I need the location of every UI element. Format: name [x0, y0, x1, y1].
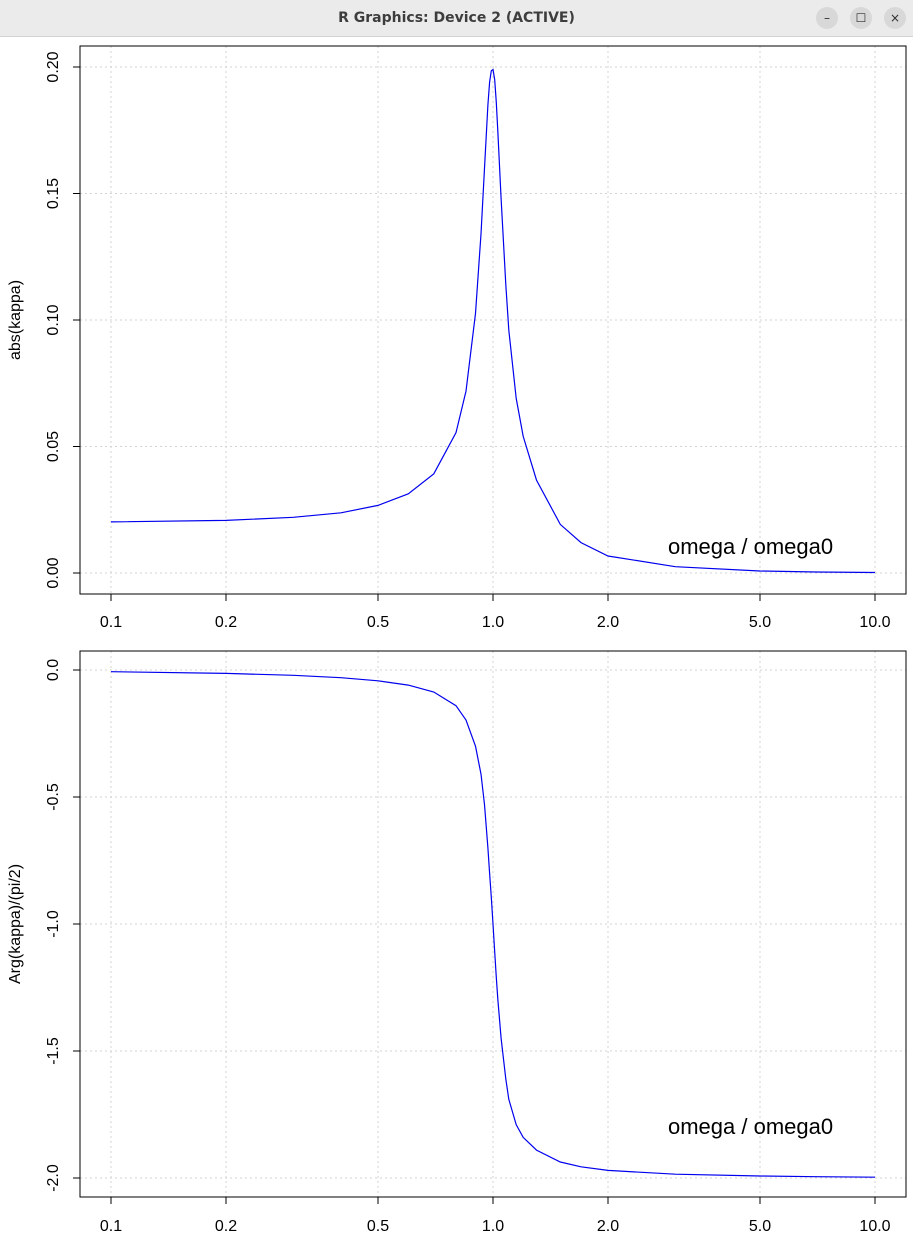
- panel2-x-tick-label: 0.5: [367, 1218, 389, 1235]
- panel2-x-tick-label: 0.2: [215, 1218, 237, 1235]
- panel2-x-tick-label: 2.0: [597, 1218, 619, 1235]
- title-bar[interactable]: R Graphics: Device 2 (ACTIVE) – ☐ ×: [0, 0, 913, 37]
- panel2-y-tick-label: -2.0: [45, 1164, 62, 1192]
- panel1-y-tick-label: 0.15: [45, 178, 62, 209]
- panel2-y-tick-label: 0.0: [45, 659, 62, 681]
- panel1-x-tick-label: 10.0: [859, 614, 890, 631]
- panel1-x-tick-label: 0.5: [367, 614, 389, 631]
- panel2-x-tick-label: 10.0: [859, 1218, 890, 1235]
- panel1-series-line: [110, 68, 876, 574]
- panel2-x-tick-label: 1.0: [482, 1218, 504, 1235]
- panel2-y-tick-label: -1.0: [45, 910, 62, 938]
- panel2-y-tick-label: -0.5: [45, 783, 62, 811]
- window-title: R Graphics: Device 2 (ACTIVE): [338, 10, 575, 26]
- panel1-y-tick-label: 0.20: [45, 51, 62, 82]
- panel1-x-tick-label: 1.0: [482, 614, 504, 631]
- panel2-y-tick-label: -1.5: [45, 1037, 62, 1065]
- panel2-x-tick-label: 0.1: [100, 1218, 122, 1235]
- panel1-y-tick-label: 0.05: [45, 431, 62, 462]
- panel1-x-tick-label: 0.1: [100, 614, 122, 631]
- panel2-series-line: [110, 671, 876, 1178]
- maximize-icon[interactable]: ☐: [850, 7, 872, 29]
- panel1-y-axis-label: abs(kappa): [7, 280, 24, 360]
- minimize-icon[interactable]: –: [816, 7, 838, 29]
- panel1-y-tick-label: 0.00: [45, 557, 62, 588]
- panel1-x-tick-label: 2.0: [597, 614, 619, 631]
- panel1-y-tick-label: 0.10: [45, 304, 62, 335]
- panel2-y-axis-label: Arg(kappa)/(pi/2): [7, 864, 24, 984]
- panel1-x-tick-label: 0.2: [215, 614, 237, 631]
- panel2-annotation: omega / omega0: [668, 1114, 833, 1139]
- panel2-x-tick-label: 5.0: [749, 1218, 771, 1235]
- panel1-annotation: omega / omega0: [668, 534, 833, 559]
- close-icon[interactable]: ×: [884, 7, 906, 29]
- panel1-x-tick-label: 5.0: [749, 614, 771, 631]
- plot-area: 0.1 0.2 0.5 1.0 2.0 5.0 10.0 0.00 0.05 0.10 0.15 0.…: [7, 45, 907, 1235]
